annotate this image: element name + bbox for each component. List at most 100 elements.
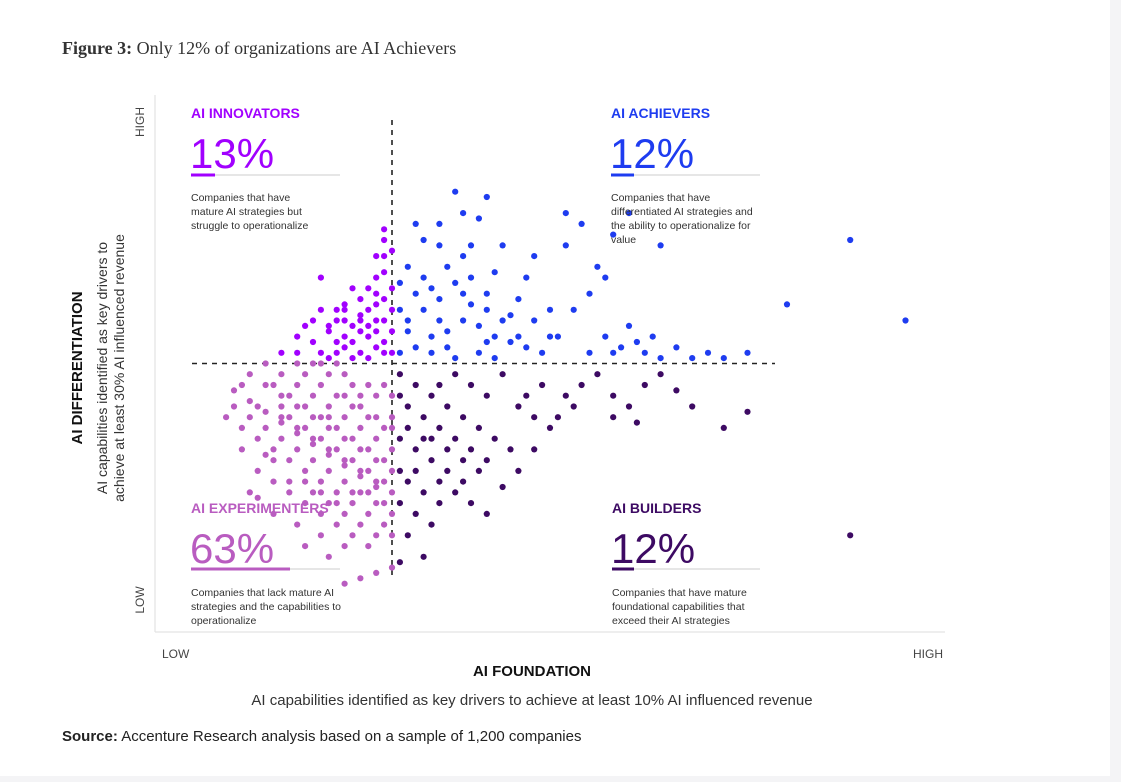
point-ai-experimenters-88	[357, 392, 364, 399]
point-ai-achievers-67	[618, 344, 625, 351]
quadrant-innovators: AI INNOVATORS 13% Companies that have ma…	[190, 105, 340, 232]
point-ai-experimenters-15	[317, 478, 324, 485]
point-ai-experimenters-94	[309, 360, 317, 367]
point-ai-experimenters-64	[349, 403, 356, 410]
point-ai-achievers-28	[531, 253, 538, 260]
point-ai-innovators-20	[381, 338, 388, 346]
point-ai-builders-28	[515, 403, 522, 410]
point-ai-builders-19	[404, 478, 411, 485]
point-ai-builders-52	[420, 435, 427, 442]
point-ai-builders-54	[460, 457, 467, 464]
point-ai-innovators-16	[333, 349, 340, 356]
point-ai-experimenters-82	[381, 457, 388, 464]
point-ai-experimenters-13	[286, 457, 293, 464]
point-ai-innovators-46	[388, 349, 396, 356]
point-ai-experimenters-112	[325, 446, 332, 453]
point-ai-experimenters-21	[262, 381, 269, 389]
point-ai-achievers-1	[420, 306, 427, 313]
point-ai-innovators-21	[365, 355, 372, 362]
point-ai-innovators-19	[373, 344, 380, 351]
quadrant-innovators-desc-2: mature AI strategies but	[191, 206, 302, 218]
point-ai-achievers-45	[396, 349, 403, 356]
quadrant-builders-title: AI BUILDERS	[612, 500, 701, 516]
point-ai-achievers-80	[610, 349, 617, 356]
point-ai-experimenters-130	[341, 580, 348, 587]
point-ai-achievers-20	[657, 355, 664, 362]
point-ai-achievers-81	[633, 338, 641, 346]
point-ai-experimenters-120	[388, 424, 396, 431]
point-ai-achievers-19	[641, 349, 648, 356]
point-ai-experimenters-85	[381, 381, 388, 389]
quadrant-experimenters-desc-3: operationalize	[191, 615, 257, 627]
point-ai-innovators-54	[357, 317, 364, 324]
point-ai-experimenters-92	[325, 371, 332, 378]
point-ai-builders-39	[689, 403, 696, 410]
point-ai-innovators-13	[309, 338, 317, 346]
point-ai-experimenters-57	[341, 478, 348, 485]
point-ai-innovators-36	[333, 317, 340, 324]
point-ai-experimenters-58	[357, 489, 364, 496]
point-ai-builders-61	[499, 483, 506, 491]
point-ai-experimenters-49	[333, 446, 340, 453]
point-ai-experimenters-118	[357, 403, 364, 410]
point-ai-experimenters-121	[388, 489, 396, 496]
point-ai-achievers-64	[562, 210, 569, 217]
point-ai-builders-57	[436, 478, 443, 485]
point-ai-experimenters-43	[357, 424, 364, 431]
point-ai-builders-18	[460, 478, 467, 485]
point-ai-achievers-62	[491, 269, 498, 276]
point-ai-experimenters-34	[317, 510, 324, 517]
x-axis-subtitle: AI capabilities identified as key driver…	[251, 692, 812, 709]
point-ai-innovators-25	[294, 349, 301, 356]
quadrant-achievers-desc-2: differentiated AI strategies and	[611, 206, 753, 218]
point-ai-innovators-33	[381, 349, 388, 356]
point-ai-experimenters-1	[246, 398, 253, 405]
point-ai-experimenters-91	[333, 360, 340, 367]
point-ai-innovators-31	[373, 301, 380, 308]
point-ai-achievers-12	[523, 344, 530, 351]
point-ai-experimenters-45	[388, 446, 396, 453]
point-ai-experimenters-27	[357, 446, 364, 453]
point-ai-experimenters-134	[373, 569, 380, 577]
point-ai-builders-27	[420, 553, 427, 560]
point-ai-experimenters-113	[309, 435, 317, 442]
point-ai-experimenters-135	[262, 451, 269, 458]
point-ai-achievers-24	[475, 215, 482, 222]
point-ai-builders-46	[436, 381, 443, 389]
quadrant-achievers-value: 12%	[610, 130, 694, 177]
point-ai-innovators-47	[294, 333, 301, 340]
point-ai-achievers-60	[436, 220, 443, 227]
point-ai-experimenters-47	[302, 424, 309, 431]
point-ai-experimenters-48	[317, 435, 324, 442]
point-ai-achievers-31	[625, 210, 633, 217]
point-ai-innovators-15	[317, 306, 324, 313]
point-ai-achievers-11	[507, 338, 514, 346]
point-ai-innovators-48	[278, 349, 285, 356]
point-ai-experimenters-23	[294, 403, 301, 410]
point-ai-experimenters-39	[294, 381, 301, 389]
point-ai-experimenters-106	[349, 489, 356, 496]
point-ai-experimenters-50	[349, 457, 356, 464]
point-ai-builders-53	[444, 446, 451, 453]
point-ai-experimenters-131	[325, 553, 332, 560]
point-ai-experimenters-136	[254, 494, 261, 501]
y-axis-subtitle-line1: AI capabilities identified as key driver…	[94, 242, 110, 494]
point-ai-innovators-37	[309, 317, 317, 324]
point-ai-achievers-56	[428, 349, 435, 356]
point-ai-achievers-25	[436, 242, 443, 249]
point-ai-innovators-49	[333, 306, 340, 313]
point-ai-builders-24	[428, 521, 435, 528]
point-ai-builders-12	[467, 446, 475, 453]
point-ai-experimenters-24	[309, 414, 317, 421]
point-ai-innovators-43	[341, 333, 348, 340]
point-ai-builders-26	[396, 559, 403, 566]
point-ai-builders-50	[499, 371, 506, 378]
point-ai-experimenters-9	[373, 483, 380, 491]
point-ai-builders-58	[452, 489, 459, 496]
quadrant-builders-desc-1: Companies that have mature	[612, 587, 747, 599]
point-ai-builders-13	[483, 457, 490, 464]
point-ai-achievers-78	[546, 306, 554, 313]
point-ai-experimenters-54	[294, 446, 301, 453]
point-ai-achievers-3	[452, 279, 459, 286]
point-ai-experimenters-96	[278, 403, 285, 410]
